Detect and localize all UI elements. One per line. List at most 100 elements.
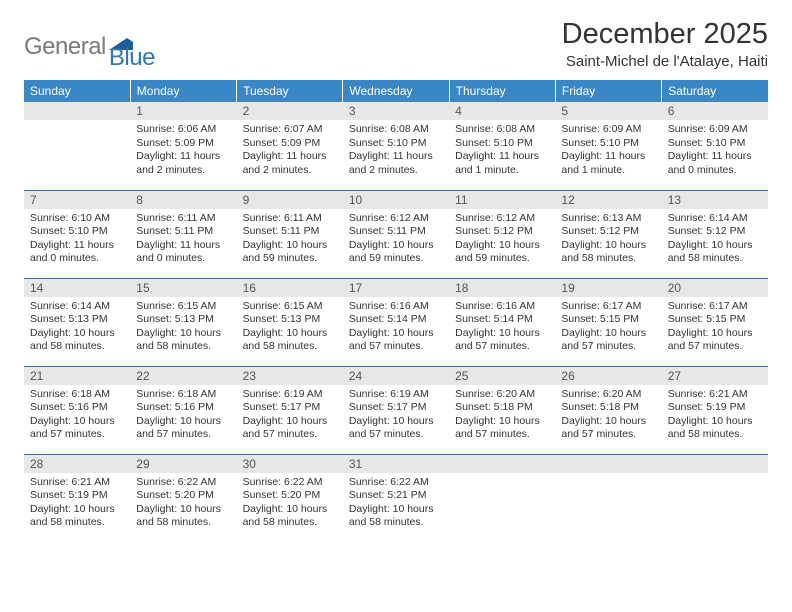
- day-cell: [555, 454, 661, 542]
- sunrise-text: Sunrise: 6:09 AM: [668, 123, 762, 137]
- daylight-text: Daylight: 11 hours and 2 minutes.: [349, 150, 443, 177]
- day-details: Sunrise: 6:22 AMSunset: 5:20 PMDaylight:…: [130, 473, 236, 535]
- day-number: 15: [130, 279, 236, 297]
- sunrise-text: Sunrise: 6:17 AM: [561, 300, 655, 314]
- daylight-text: Daylight: 11 hours and 1 minute.: [561, 150, 655, 177]
- day-cell: 4Sunrise: 6:08 AMSunset: 5:10 PMDaylight…: [449, 102, 555, 190]
- weekday-header: Tuesday: [237, 80, 343, 102]
- weekday-header: Thursday: [449, 80, 555, 102]
- day-details: Sunrise: 6:14 AMSunset: 5:13 PMDaylight:…: [24, 297, 130, 359]
- sunrise-text: Sunrise: 6:13 AM: [561, 212, 655, 226]
- day-cell: 24Sunrise: 6:19 AMSunset: 5:17 PMDayligh…: [343, 366, 449, 454]
- sunrise-text: Sunrise: 6:16 AM: [349, 300, 443, 314]
- sunrise-text: Sunrise: 6:11 AM: [136, 212, 230, 226]
- daylight-text: Daylight: 10 hours and 59 minutes.: [455, 239, 549, 266]
- day-number: 4: [449, 102, 555, 120]
- day-cell: 27Sunrise: 6:21 AMSunset: 5:19 PMDayligh…: [662, 366, 768, 454]
- day-details: Sunrise: 6:11 AMSunset: 5:11 PMDaylight:…: [130, 209, 236, 271]
- day-number: 17: [343, 279, 449, 297]
- daylight-text: Daylight: 10 hours and 57 minutes.: [561, 327, 655, 354]
- day-cell: 8Sunrise: 6:11 AMSunset: 5:11 PMDaylight…: [130, 190, 236, 278]
- daylight-text: Daylight: 10 hours and 58 minutes.: [668, 415, 762, 442]
- day-details: Sunrise: 6:17 AMSunset: 5:15 PMDaylight:…: [662, 297, 768, 359]
- page-header: General Blue December 2025 Saint-Michel …: [24, 18, 768, 72]
- day-details: Sunrise: 6:14 AMSunset: 5:12 PMDaylight:…: [662, 209, 768, 271]
- day-cell: 26Sunrise: 6:20 AMSunset: 5:18 PMDayligh…: [555, 366, 661, 454]
- title-block: December 2025 Saint-Michel de l'Atalaye,…: [562, 18, 768, 70]
- sunrise-text: Sunrise: 6:15 AM: [243, 300, 337, 314]
- daylight-text: Daylight: 10 hours and 57 minutes.: [349, 415, 443, 442]
- day-cell: 22Sunrise: 6:18 AMSunset: 5:16 PMDayligh…: [130, 366, 236, 454]
- sunrise-text: Sunrise: 6:08 AM: [349, 123, 443, 137]
- week-row: 14Sunrise: 6:14 AMSunset: 5:13 PMDayligh…: [24, 278, 768, 366]
- day-details: Sunrise: 6:15 AMSunset: 5:13 PMDaylight:…: [130, 297, 236, 359]
- brand-part1: General: [24, 33, 106, 60]
- day-details: Sunrise: 6:08 AMSunset: 5:10 PMDaylight:…: [449, 120, 555, 182]
- day-number: 12: [555, 191, 661, 209]
- daylight-text: Daylight: 10 hours and 57 minutes.: [561, 415, 655, 442]
- sunrise-text: Sunrise: 6:16 AM: [455, 300, 549, 314]
- day-number: 16: [237, 279, 343, 297]
- day-cell: 16Sunrise: 6:15 AMSunset: 5:13 PMDayligh…: [237, 278, 343, 366]
- day-cell: [449, 454, 555, 542]
- day-details: Sunrise: 6:09 AMSunset: 5:10 PMDaylight:…: [555, 120, 661, 182]
- sunset-text: Sunset: 5:16 PM: [30, 401, 124, 415]
- day-details: Sunrise: 6:09 AMSunset: 5:10 PMDaylight:…: [662, 120, 768, 182]
- day-cell: 13Sunrise: 6:14 AMSunset: 5:12 PMDayligh…: [662, 190, 768, 278]
- daylight-text: Daylight: 11 hours and 0 minutes.: [30, 239, 124, 266]
- sunset-text: Sunset: 5:10 PM: [455, 137, 549, 151]
- week-row: 28Sunrise: 6:21 AMSunset: 5:19 PMDayligh…: [24, 454, 768, 542]
- day-number: 14: [24, 279, 130, 297]
- weekday-header-row: Sunday Monday Tuesday Wednesday Thursday…: [24, 80, 768, 102]
- day-number: 9: [237, 191, 343, 209]
- day-number: [555, 455, 661, 473]
- week-row: 7Sunrise: 6:10 AMSunset: 5:10 PMDaylight…: [24, 190, 768, 278]
- sunrise-text: Sunrise: 6:14 AM: [30, 300, 124, 314]
- location-label: Saint-Michel de l'Atalaye, Haiti: [562, 53, 768, 70]
- weekday-header: Monday: [130, 80, 236, 102]
- sunrise-text: Sunrise: 6:19 AM: [243, 388, 337, 402]
- sunrise-text: Sunrise: 6:14 AM: [668, 212, 762, 226]
- day-cell: 20Sunrise: 6:17 AMSunset: 5:15 PMDayligh…: [662, 278, 768, 366]
- day-details: Sunrise: 6:22 AMSunset: 5:20 PMDaylight:…: [237, 473, 343, 535]
- day-number: 11: [449, 191, 555, 209]
- sunset-text: Sunset: 5:12 PM: [561, 225, 655, 239]
- daylight-text: Daylight: 10 hours and 57 minutes.: [349, 327, 443, 354]
- sunrise-text: Sunrise: 6:10 AM: [30, 212, 124, 226]
- week-row: 1Sunrise: 6:06 AMSunset: 5:09 PMDaylight…: [24, 102, 768, 190]
- daylight-text: Daylight: 10 hours and 57 minutes.: [668, 327, 762, 354]
- day-number: 24: [343, 367, 449, 385]
- sunset-text: Sunset: 5:15 PM: [668, 313, 762, 327]
- day-number: 21: [24, 367, 130, 385]
- day-details: Sunrise: 6:13 AMSunset: 5:12 PMDaylight:…: [555, 209, 661, 271]
- day-cell: 11Sunrise: 6:12 AMSunset: 5:12 PMDayligh…: [449, 190, 555, 278]
- day-number: 5: [555, 102, 661, 120]
- sunset-text: Sunset: 5:20 PM: [243, 489, 337, 503]
- day-number: 27: [662, 367, 768, 385]
- day-cell: 5Sunrise: 6:09 AMSunset: 5:10 PMDaylight…: [555, 102, 661, 190]
- sunset-text: Sunset: 5:19 PM: [30, 489, 124, 503]
- day-details: Sunrise: 6:18 AMSunset: 5:16 PMDaylight:…: [24, 385, 130, 447]
- daylight-text: Daylight: 10 hours and 58 minutes.: [561, 239, 655, 266]
- day-details: Sunrise: 6:12 AMSunset: 5:11 PMDaylight:…: [343, 209, 449, 271]
- day-number: 7: [24, 191, 130, 209]
- day-details: Sunrise: 6:22 AMSunset: 5:21 PMDaylight:…: [343, 473, 449, 535]
- daylight-text: Daylight: 10 hours and 58 minutes.: [668, 239, 762, 266]
- sunset-text: Sunset: 5:14 PM: [349, 313, 443, 327]
- sunrise-text: Sunrise: 6:12 AM: [349, 212, 443, 226]
- sunset-text: Sunset: 5:12 PM: [455, 225, 549, 239]
- day-details: Sunrise: 6:21 AMSunset: 5:19 PMDaylight:…: [662, 385, 768, 447]
- day-number: [24, 102, 130, 120]
- day-cell: 18Sunrise: 6:16 AMSunset: 5:14 PMDayligh…: [449, 278, 555, 366]
- day-number: [449, 455, 555, 473]
- sunrise-text: Sunrise: 6:22 AM: [136, 476, 230, 490]
- day-number: 13: [662, 191, 768, 209]
- daylight-text: Daylight: 10 hours and 57 minutes.: [30, 415, 124, 442]
- day-details: Sunrise: 6:17 AMSunset: 5:15 PMDaylight:…: [555, 297, 661, 359]
- day-details: Sunrise: 6:20 AMSunset: 5:18 PMDaylight:…: [555, 385, 661, 447]
- sunset-text: Sunset: 5:16 PM: [136, 401, 230, 415]
- sunrise-text: Sunrise: 6:21 AM: [668, 388, 762, 402]
- calendar-grid: Sunday Monday Tuesday Wednesday Thursday…: [24, 80, 768, 542]
- day-details: Sunrise: 6:10 AMSunset: 5:10 PMDaylight:…: [24, 209, 130, 271]
- sunset-text: Sunset: 5:10 PM: [30, 225, 124, 239]
